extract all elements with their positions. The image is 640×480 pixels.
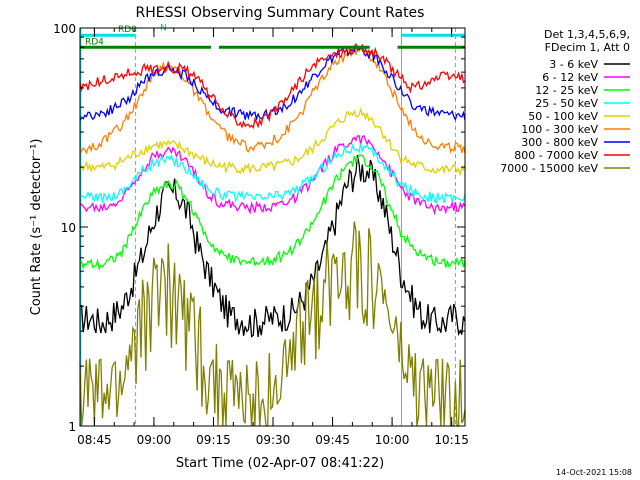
- chart-title: RHESSI Observing Summary Count Rates: [136, 5, 425, 21]
- x-tick-label: 08:45: [77, 433, 112, 447]
- series-line: [79, 44, 466, 155]
- legend-entry: 800 - 7000 keV: [514, 149, 598, 162]
- series-layer: [79, 42, 466, 427]
- series-line: [79, 106, 466, 177]
- annotation-label: RD4: [85, 37, 104, 47]
- x-tick-label: 09:15: [196, 433, 231, 447]
- series-line: [79, 154, 466, 271]
- legend-entry: 100 - 300 keV: [521, 123, 598, 136]
- x-tick-label: 09:45: [315, 433, 350, 447]
- legend-entry: 12 - 25 keV: [535, 84, 598, 97]
- legend-entry: 25 - 50 keV: [535, 97, 598, 110]
- legend-entry: 7000 - 15000 keV: [500, 162, 598, 175]
- x-axis-label: Start Time (02-Apr-07 08:41:22): [176, 456, 384, 471]
- timestamp: 14-Oct-2021 15:08: [556, 468, 632, 477]
- series-line: [79, 42, 466, 130]
- x-tick-label: 10:15: [434, 433, 469, 447]
- y-tick-label: 100: [53, 22, 76, 36]
- series-line: [79, 42, 466, 122]
- x-tick-label: 09:00: [137, 433, 172, 447]
- legend-entry: 6 - 12 keV: [542, 71, 598, 84]
- legend-entry: 300 - 800 keV: [521, 136, 598, 149]
- x-tick-label: 09:30: [256, 433, 291, 447]
- annotation-label: RD0: [118, 25, 137, 35]
- x-tick-label: 10:00: [375, 433, 410, 447]
- series-line: [79, 154, 466, 338]
- series-line: [79, 221, 466, 427]
- legend-entry: 50 - 100 keV: [528, 110, 598, 123]
- y-tick-label: 10: [61, 221, 76, 235]
- legend-entry: 3 - 6 keV: [549, 58, 598, 71]
- series-line: [79, 143, 466, 205]
- legend-header: Det 1,3,4,5,6,9,: [544, 28, 630, 41]
- axes: 1 10 100 08:45 09:00 09:15 09:30 09:45 10:00 10:1…: [53, 22, 469, 447]
- y-axis-label: Count Rate (s⁻¹ detector⁻¹): [29, 139, 44, 316]
- legend: Det 1,3,4,5,6,9,FDecim 1, Att 0 3 - 6 keV…: [500, 28, 630, 175]
- legend-header: FDecim 1, Att 0: [545, 41, 630, 54]
- y-tick-label: 1: [68, 420, 76, 434]
